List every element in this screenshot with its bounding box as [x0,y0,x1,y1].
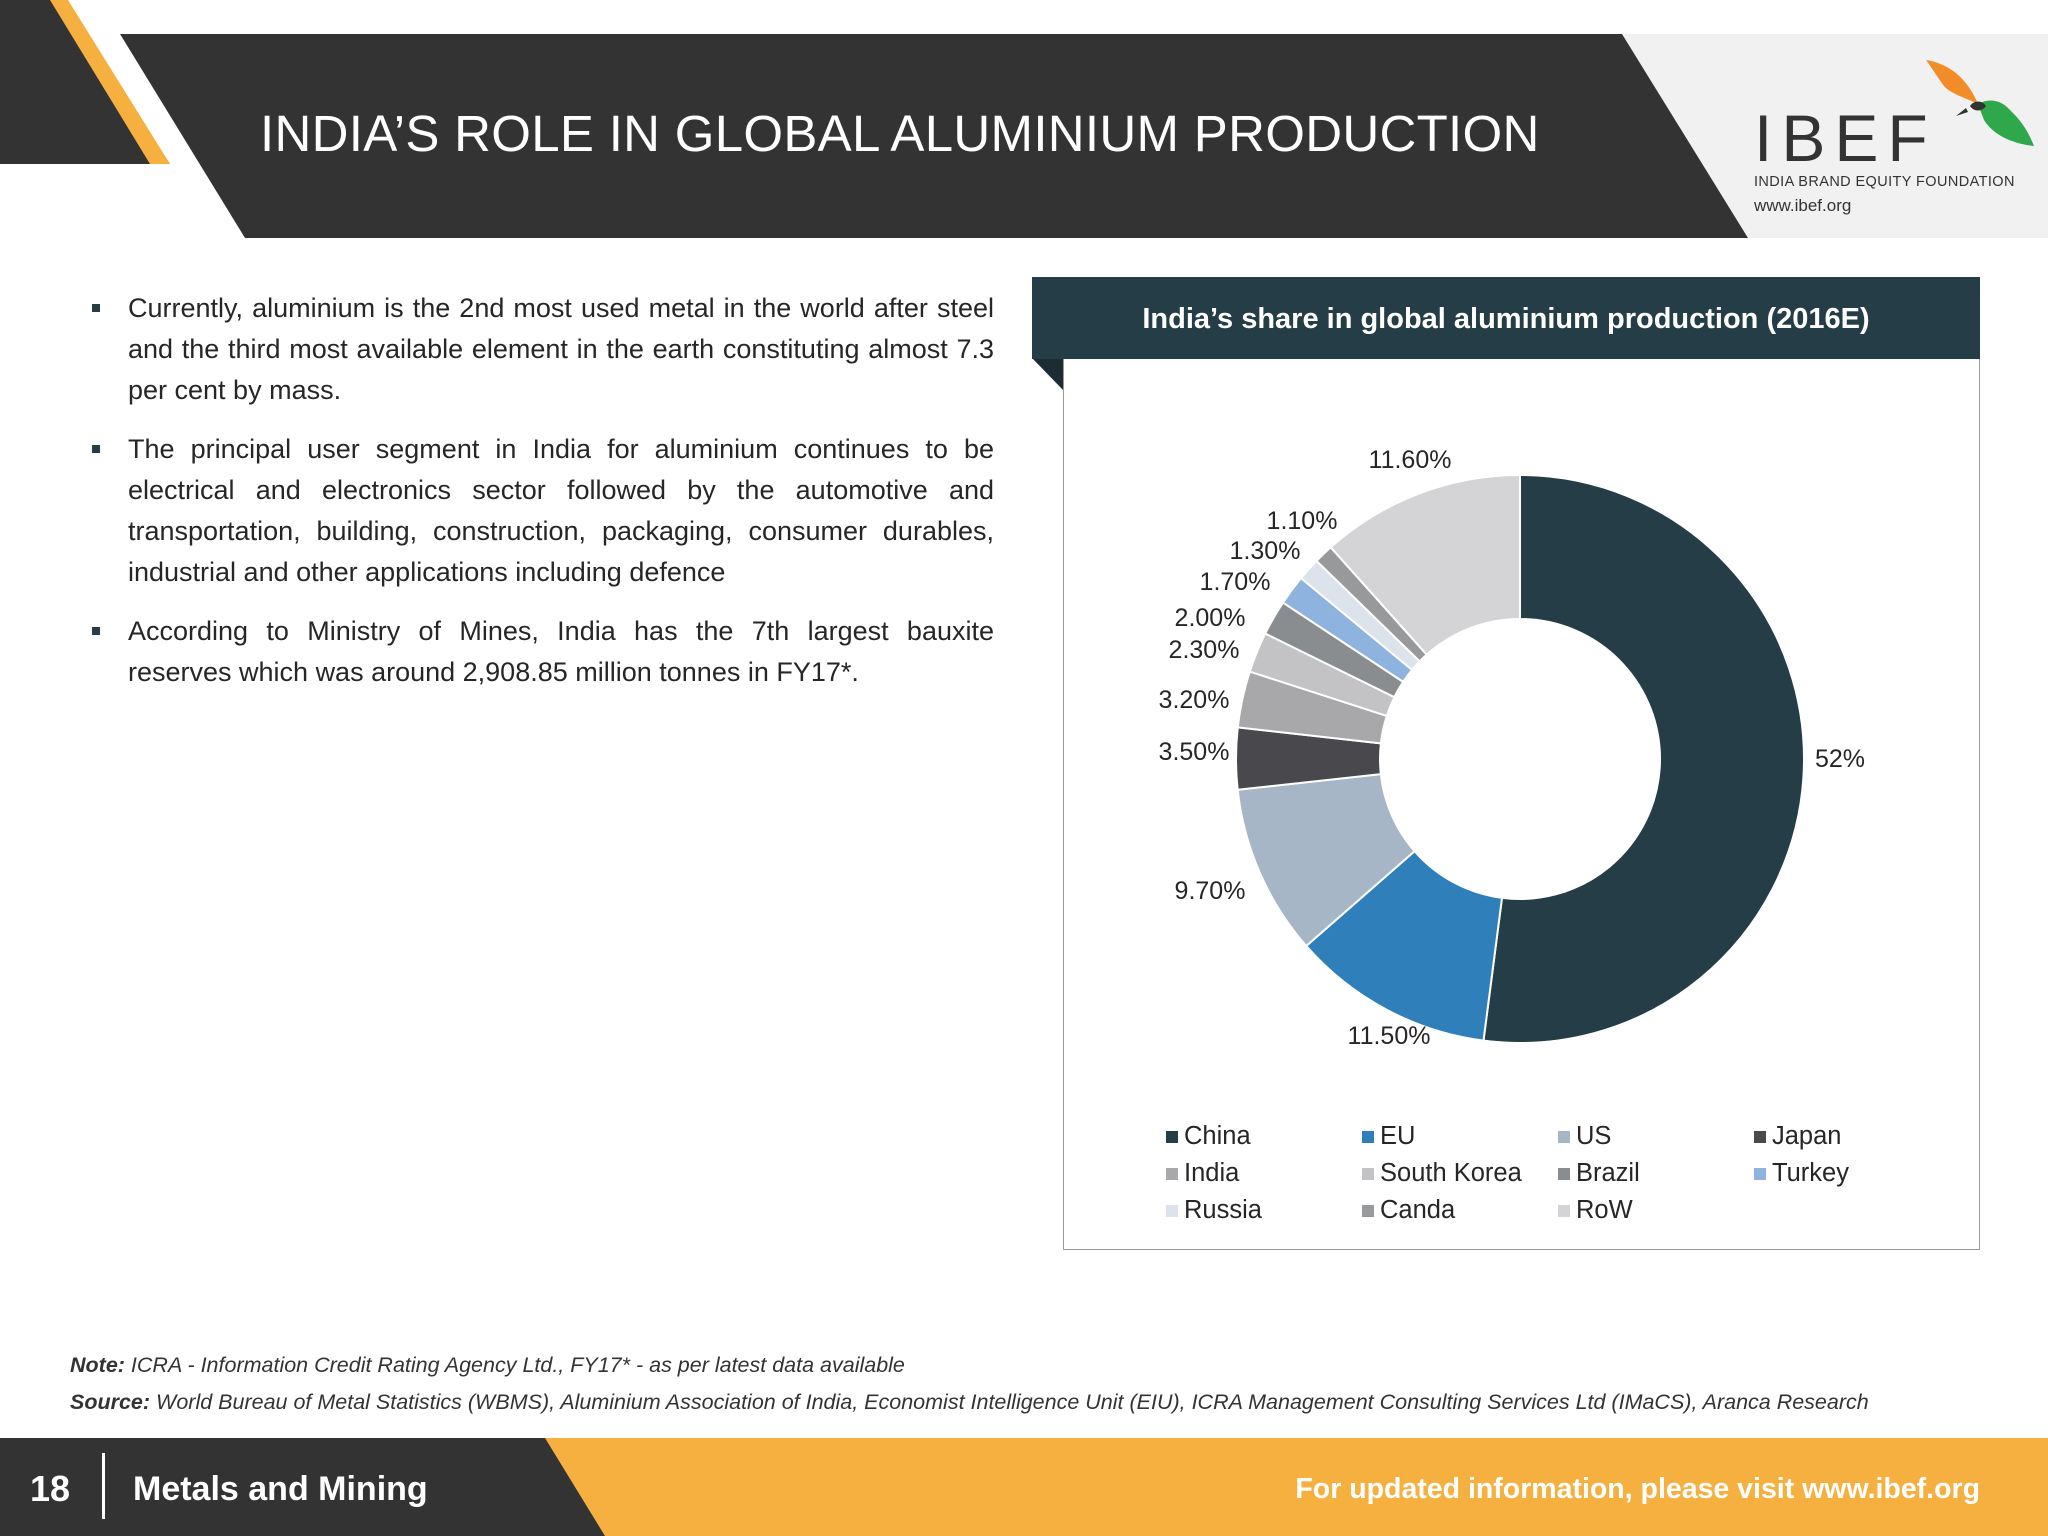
bird-icon [1926,60,2034,146]
legend-swatch-icon [1558,1205,1570,1217]
legend-label: China [1184,1122,1251,1150]
data-label-us: 9.70% [1175,877,1246,905]
chart-header: India’s share in global aluminium produc… [1032,277,1980,359]
legend-swatch-icon [1362,1205,1374,1217]
legend-label: Canda [1380,1196,1456,1224]
legend-item-india: India [1166,1159,1239,1188]
legend-label: South Korea [1380,1159,1522,1187]
legend-swatch-icon [1166,1168,1178,1180]
data-label-russia: 1.30% [1230,537,1301,565]
legend-label: Turkey [1772,1159,1849,1187]
legend-swatch-icon [1754,1131,1766,1143]
page-title: INDIA’S ROLE IN GLOBAL ALUMINIUM PRODUCT… [260,105,1540,162]
donut-slice-row[interactable] [1329,473,1521,657]
legend-label: Brazil [1576,1159,1640,1187]
data-label-eu: 11.50% [1348,1022,1431,1050]
header-band [0,0,2048,238]
header-title-band [120,34,1748,238]
logo-url[interactable]: www.ibef.org [1754,196,1852,215]
donut-slice-china[interactable] [1482,473,1805,1044]
legend-swatch-icon [1558,1131,1570,1143]
legend-swatch-icon [1558,1168,1570,1180]
chart-title: India’s share in global aluminium produc… [1142,303,1870,335]
legend-label: Russia [1184,1196,1262,1224]
footer-cta-link[interactable]: For updated information, please visit ww… [1295,1473,1980,1505]
logo-subtitle: INDIA BRAND EQUITY FOUNDATION [1754,174,2015,190]
legend-item-south-korea: South Korea [1362,1159,1522,1188]
legend-item-row: RoW [1558,1196,1633,1225]
bullet-item: Currently, aluminium is the 2nd most use… [88,288,994,411]
data-label-japan: 3.50% [1159,738,1230,766]
bullet-square-icon [92,445,100,453]
legend-label: US [1576,1122,1612,1150]
data-label-india: 3.20% [1159,686,1230,714]
bullet-item: The principal user segment in India for … [88,429,994,593]
section-name: Metals and Mining [133,1470,428,1508]
legend-swatch-icon [1362,1131,1374,1143]
donut-chart: 52% 11.50% 9.70% 3.50% 3.20% 2.30% 2.00% 1.70% 1… [1159,446,1865,1050]
header-accent-stripe [50,0,170,164]
legend-item-eu: EU [1362,1122,1415,1151]
legend-swatch-icon [1166,1205,1178,1217]
logo-wordmark: IBEF [1754,101,1937,175]
footer-band [0,1438,2048,1536]
data-label-south-korea: 2.30% [1169,636,1240,664]
legend-item-china: China [1166,1122,1251,1151]
page-number: 18 [30,1468,71,1509]
legend-item-brazil: Brazil [1558,1159,1640,1188]
bullet-item: According to Ministry of Mines, India ha… [88,611,994,693]
data-label-canda: 1.10% [1267,507,1338,535]
legend-label: EU [1380,1122,1416,1150]
ibef-logo[interactable]: IBEF INDIA BRAND EQUITY FOUNDATION www.i… [1750,56,2034,226]
legend-swatch-icon [1166,1131,1178,1143]
legend-label: RoW [1576,1196,1633,1224]
legend-swatch-icon [1362,1168,1374,1180]
footer-divider [102,1453,105,1519]
data-label-row: 11.60% [1369,446,1452,474]
legend-swatch-icon [1754,1168,1766,1180]
legend-item-turkey: Turkey [1754,1159,1849,1188]
legend-label: India [1184,1159,1240,1187]
data-label-china: 52% [1815,745,1865,773]
chart-header-fold-icon [1032,358,1063,390]
legend-label: Japan [1772,1122,1842,1150]
bullet-square-icon [92,627,100,635]
data-label-turkey: 1.70% [1200,568,1271,596]
source-line: Source: World Bureau of Metal Statistics… [70,1390,1869,1414]
legend-item-us: US [1558,1122,1611,1151]
bullet-list: Currently, aluminium is the 2nd most use… [88,288,994,711]
legend-item-canda: Canda [1362,1196,1455,1225]
data-label-brazil: 2.00% [1175,604,1246,632]
legend-item-japan: Japan [1754,1122,1841,1151]
bullet-square-icon [92,304,100,312]
note-line: Note: ICRA - Information Credit Rating A… [70,1353,905,1377]
legend-item-russia: Russia [1166,1196,1262,1225]
